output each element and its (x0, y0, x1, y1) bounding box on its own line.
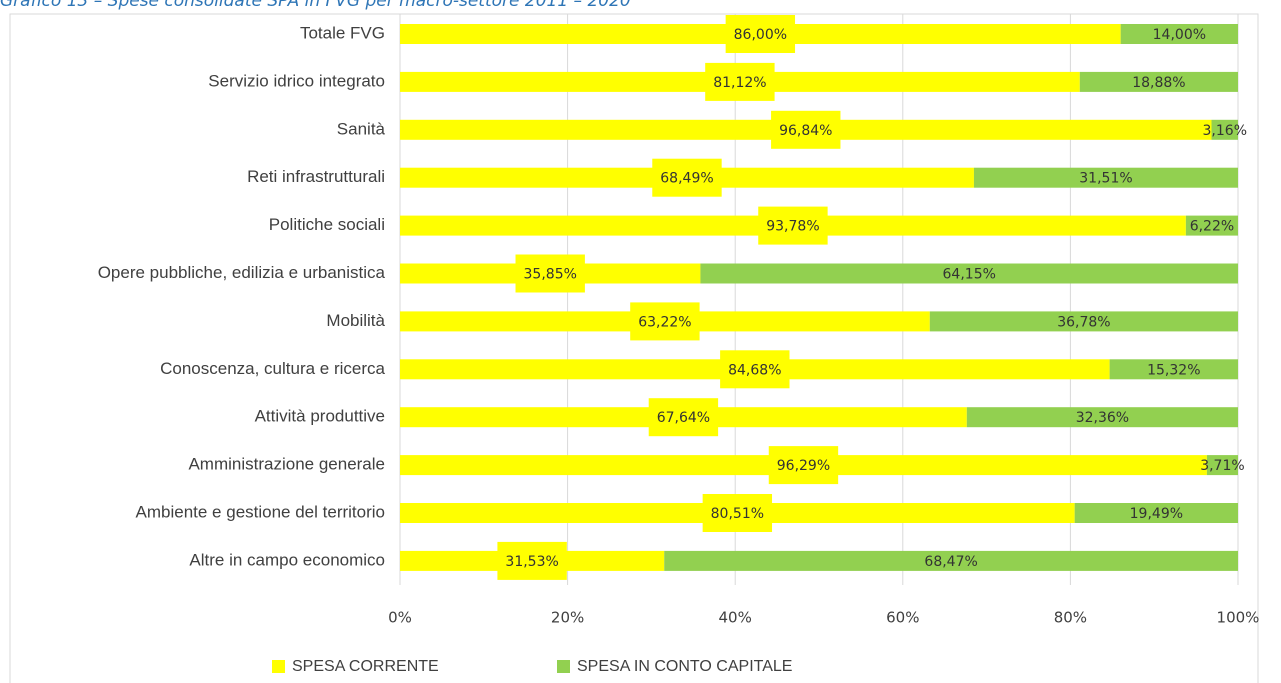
bar-segment (929, 311, 1238, 332)
data-label-box (771, 110, 841, 149)
y-tick-label: Mobilità (326, 311, 385, 330)
x-tick-label: 0% (388, 609, 412, 627)
y-tick-label: Totale FVG (300, 23, 385, 42)
chart-frame (9, 13, 1259, 683)
data-label: 3,71% (1200, 458, 1244, 474)
legend-label: SPESA CORRENTE (292, 658, 439, 675)
data-label: 19,49% (1130, 506, 1183, 522)
data-label-box (648, 398, 719, 437)
data-label: 81,12% (713, 75, 766, 91)
data-label-box (702, 494, 773, 532)
data-label-box (652, 158, 722, 197)
bar-segment (1120, 24, 1238, 44)
bar-segment (1206, 455, 1238, 476)
data-label-box (497, 541, 567, 580)
y-tick-label: Conoscenza, cultura e ricerca (160, 359, 385, 378)
legend-swatch (557, 660, 570, 673)
y-tick-label: Amministrazione generale (188, 455, 385, 474)
y-tick-label: Altre in campo economico (189, 550, 385, 569)
x-tick-label: 60% (886, 609, 919, 627)
y-tick-label: Sanità (337, 119, 386, 138)
data-label-box (768, 446, 839, 485)
data-label: 31,51% (1079, 171, 1132, 187)
data-label: 35,85% (524, 267, 577, 283)
grid (399, 14, 1239, 585)
y-tick-label: Servizio idrico integrato (208, 71, 385, 90)
data-label-box (705, 62, 775, 101)
data-label: 67,64% (657, 410, 710, 426)
data-label: 68,47% (924, 554, 977, 570)
bar-segment (664, 550, 1238, 571)
data-label: 84,68% (728, 362, 781, 378)
bar-segment (1074, 503, 1238, 523)
x-tick-label: 80% (1054, 609, 1087, 627)
x-tick-label: 100% (1217, 609, 1260, 627)
chart-title: Grafico 13 – Spese consolidate SPA in FV… (0, 0, 631, 11)
y-tick-label: Attività produttive (255, 407, 385, 426)
data-label: 80,51% (711, 506, 764, 522)
data-label-box (758, 206, 828, 245)
data-label-box (725, 15, 796, 53)
data-label: 6,22% (1190, 219, 1234, 235)
data-label: 36,78% (1057, 314, 1110, 330)
x-tick-label: 20% (551, 609, 584, 627)
data-label: 3,16% (1203, 123, 1247, 139)
bar-segment (1079, 71, 1238, 92)
bar-segment (700, 263, 1238, 284)
data-label: 14,00% (1153, 27, 1206, 43)
data-label: 31,53% (505, 554, 558, 570)
legend-swatch (272, 660, 285, 673)
y-tick-label: Ambiente e gestione del territorio (136, 502, 385, 521)
bar-segment (1185, 215, 1238, 236)
bar-segment (973, 167, 1238, 188)
x-tick-label: 40% (719, 609, 752, 627)
data-label: 96,84% (779, 123, 832, 139)
y-tick-label: Reti infrastrutturali (247, 167, 385, 186)
data-label-box (515, 254, 585, 293)
data-label: 18,88% (1132, 75, 1185, 91)
data-label: 32,36% (1076, 410, 1129, 426)
bar-segment (1109, 359, 1238, 380)
bar-segment (966, 407, 1238, 428)
data-label: 93,78% (766, 219, 819, 235)
data-label: 64,15% (943, 267, 996, 283)
bar-segment (1211, 119, 1238, 140)
data-label: 96,29% (777, 458, 830, 474)
data-label: 15,32% (1147, 362, 1200, 378)
data-label: 68,49% (660, 171, 713, 187)
data-label-box (720, 350, 790, 389)
y-tick-label: Politiche sociali (269, 215, 385, 234)
legend-label: SPESA IN CONTO CAPITALE (577, 658, 792, 675)
y-tick-label: Opere pubbliche, edilizia e urbanistica (98, 263, 386, 282)
data-label: 86,00% (734, 27, 787, 43)
data-label-box (630, 302, 700, 341)
data-label: 63,22% (638, 314, 691, 330)
